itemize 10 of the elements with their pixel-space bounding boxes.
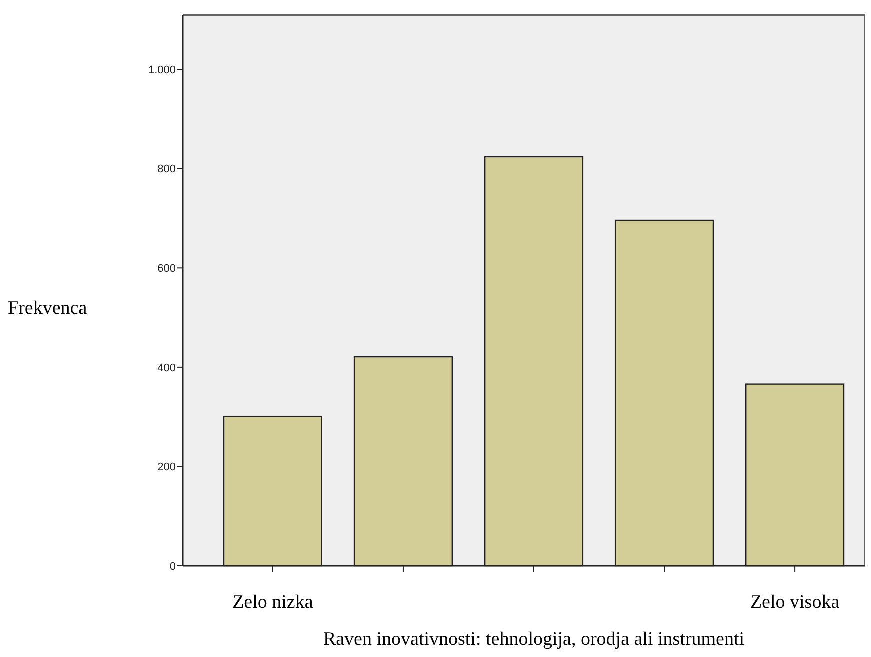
y-tick-label: 400 — [158, 362, 176, 374]
y-tick-label: 800 — [158, 164, 176, 176]
y-tick-label: 600 — [158, 263, 176, 276]
x-axis-title: Raven inovativnosti: tehnologija, orodja ali instrumenti — [323, 629, 745, 650]
y-tick-label: 200 — [158, 462, 176, 474]
y-tick-label: 0 — [170, 560, 176, 573]
x-tick-label: Zelo nizka — [232, 592, 314, 613]
x-tick-label: Zelo visoka — [750, 592, 840, 613]
y-tick-label: 1.000 — [148, 64, 176, 76]
y-axis-title: Frekvenca — [8, 298, 88, 319]
